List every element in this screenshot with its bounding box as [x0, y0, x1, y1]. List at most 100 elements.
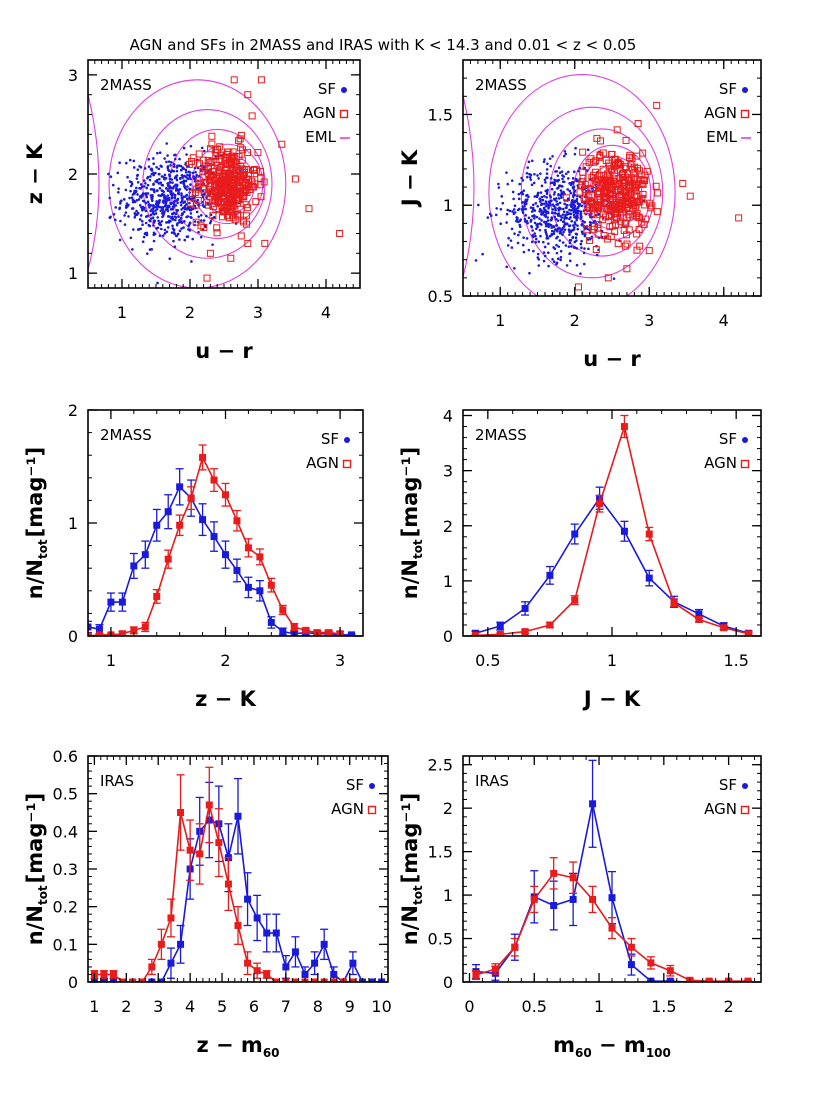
- agn-point: [627, 196, 635, 204]
- sf-point: [222, 551, 229, 559]
- sf-point: [163, 157, 166, 160]
- sf-point: [151, 208, 155, 211]
- agn-point: [623, 265, 631, 273]
- agn-point: [176, 521, 184, 529]
- agn-point: [563, 194, 571, 202]
- agn-point: [226, 214, 234, 222]
- agn-point: [238, 165, 246, 173]
- sf-point: [267, 618, 275, 626]
- agn-point: [206, 249, 214, 257]
- sf-point: [145, 186, 149, 190]
- sf-point: [579, 272, 582, 275]
- sf-point: [520, 207, 524, 211]
- sf-point: [188, 201, 191, 205]
- agn-point: [267, 581, 275, 589]
- eml-contour: [108, 79, 287, 288]
- sf-point: [509, 239, 513, 242]
- sf-point: [526, 166, 529, 169]
- agn-point: [256, 553, 264, 561]
- sf-point: [123, 214, 126, 217]
- x-tick-label: 0: [464, 997, 474, 1016]
- sf-point: [186, 235, 190, 238]
- sf-point: [581, 219, 585, 223]
- agn-point: [530, 895, 538, 903]
- sf-point: [534, 234, 537, 238]
- agn-point: [627, 943, 635, 951]
- agn-point: [224, 203, 232, 211]
- sf-point: [529, 206, 533, 209]
- sf-point: [551, 208, 555, 211]
- sf-point: [212, 216, 216, 219]
- sf-point: [557, 209, 561, 212]
- agn-point: [237, 144, 245, 152]
- sf-point: [152, 183, 155, 186]
- sf-point: [166, 194, 170, 197]
- agn-point: [628, 182, 636, 190]
- sf-point: [563, 222, 567, 225]
- sf-point: [184, 168, 188, 172]
- sf-point: [279, 627, 287, 635]
- agn-point: [205, 801, 213, 809]
- agn-point: [222, 491, 229, 499]
- y-tick-label: 3: [68, 66, 78, 85]
- sf-point: [521, 243, 525, 247]
- agn-point: [218, 184, 226, 192]
- agn-point: [640, 220, 648, 228]
- sf-point: [134, 186, 138, 190]
- sf-point: [146, 200, 150, 204]
- sf-point: [124, 188, 128, 192]
- agn-point: [201, 178, 209, 186]
- sf-point: [511, 210, 514, 213]
- sf-point: [144, 221, 148, 225]
- sf-point: [148, 178, 152, 182]
- sf-point: [561, 213, 565, 216]
- sf-point: [587, 247, 590, 251]
- sf-point: [164, 202, 168, 206]
- agn-point: [199, 453, 207, 461]
- sf-point: [133, 215, 137, 219]
- sf-point: [529, 173, 533, 177]
- sf-point: [535, 215, 539, 219]
- sf-point: [171, 207, 175, 211]
- sf-point: [565, 222, 569, 225]
- sf-point: [582, 251, 586, 255]
- sf-point: [152, 157, 155, 160]
- sf-point: [186, 173, 189, 177]
- sf-point: [142, 235, 146, 239]
- sf-point: [311, 959, 319, 967]
- sf-point: [573, 216, 576, 219]
- sf-point: [160, 211, 164, 215]
- sf-point: [558, 184, 561, 187]
- x-tick-label: 1: [117, 303, 127, 322]
- agn-point: [220, 176, 228, 184]
- legend-label-agn: AGN: [331, 800, 364, 818]
- sf-point: [559, 249, 563, 253]
- sf-point: [178, 177, 182, 180]
- agn-point: [586, 197, 594, 205]
- legend-label-agn: AGN: [306, 454, 339, 472]
- sf-point: [548, 194, 552, 197]
- agn-point: [621, 219, 629, 227]
- sf-point: [538, 207, 542, 211]
- legend-label-sf: SF: [346, 776, 364, 794]
- sf-point: [567, 228, 571, 232]
- agn-point: [177, 809, 185, 816]
- agn-point: [187, 494, 195, 502]
- sf-point: [579, 242, 583, 246]
- sf-point: [575, 197, 579, 201]
- agn-point: [205, 201, 213, 209]
- sf-point: [124, 211, 128, 214]
- x-tick-label: 2: [570, 311, 580, 330]
- sf-point: [164, 204, 167, 208]
- sf-point: [183, 185, 186, 188]
- agn-point: [242, 212, 250, 220]
- agn-point: [546, 621, 554, 629]
- sf-point: [555, 200, 558, 203]
- agn-point: [614, 205, 622, 213]
- x-axis-label: z − m60: [196, 1033, 279, 1060]
- sf-point: [481, 252, 484, 256]
- y-axis-label: n/Ntot[mag⁻¹]: [23, 793, 50, 945]
- agn-point: [119, 978, 127, 982]
- sf-point: [537, 258, 541, 261]
- agn-point: [593, 178, 601, 186]
